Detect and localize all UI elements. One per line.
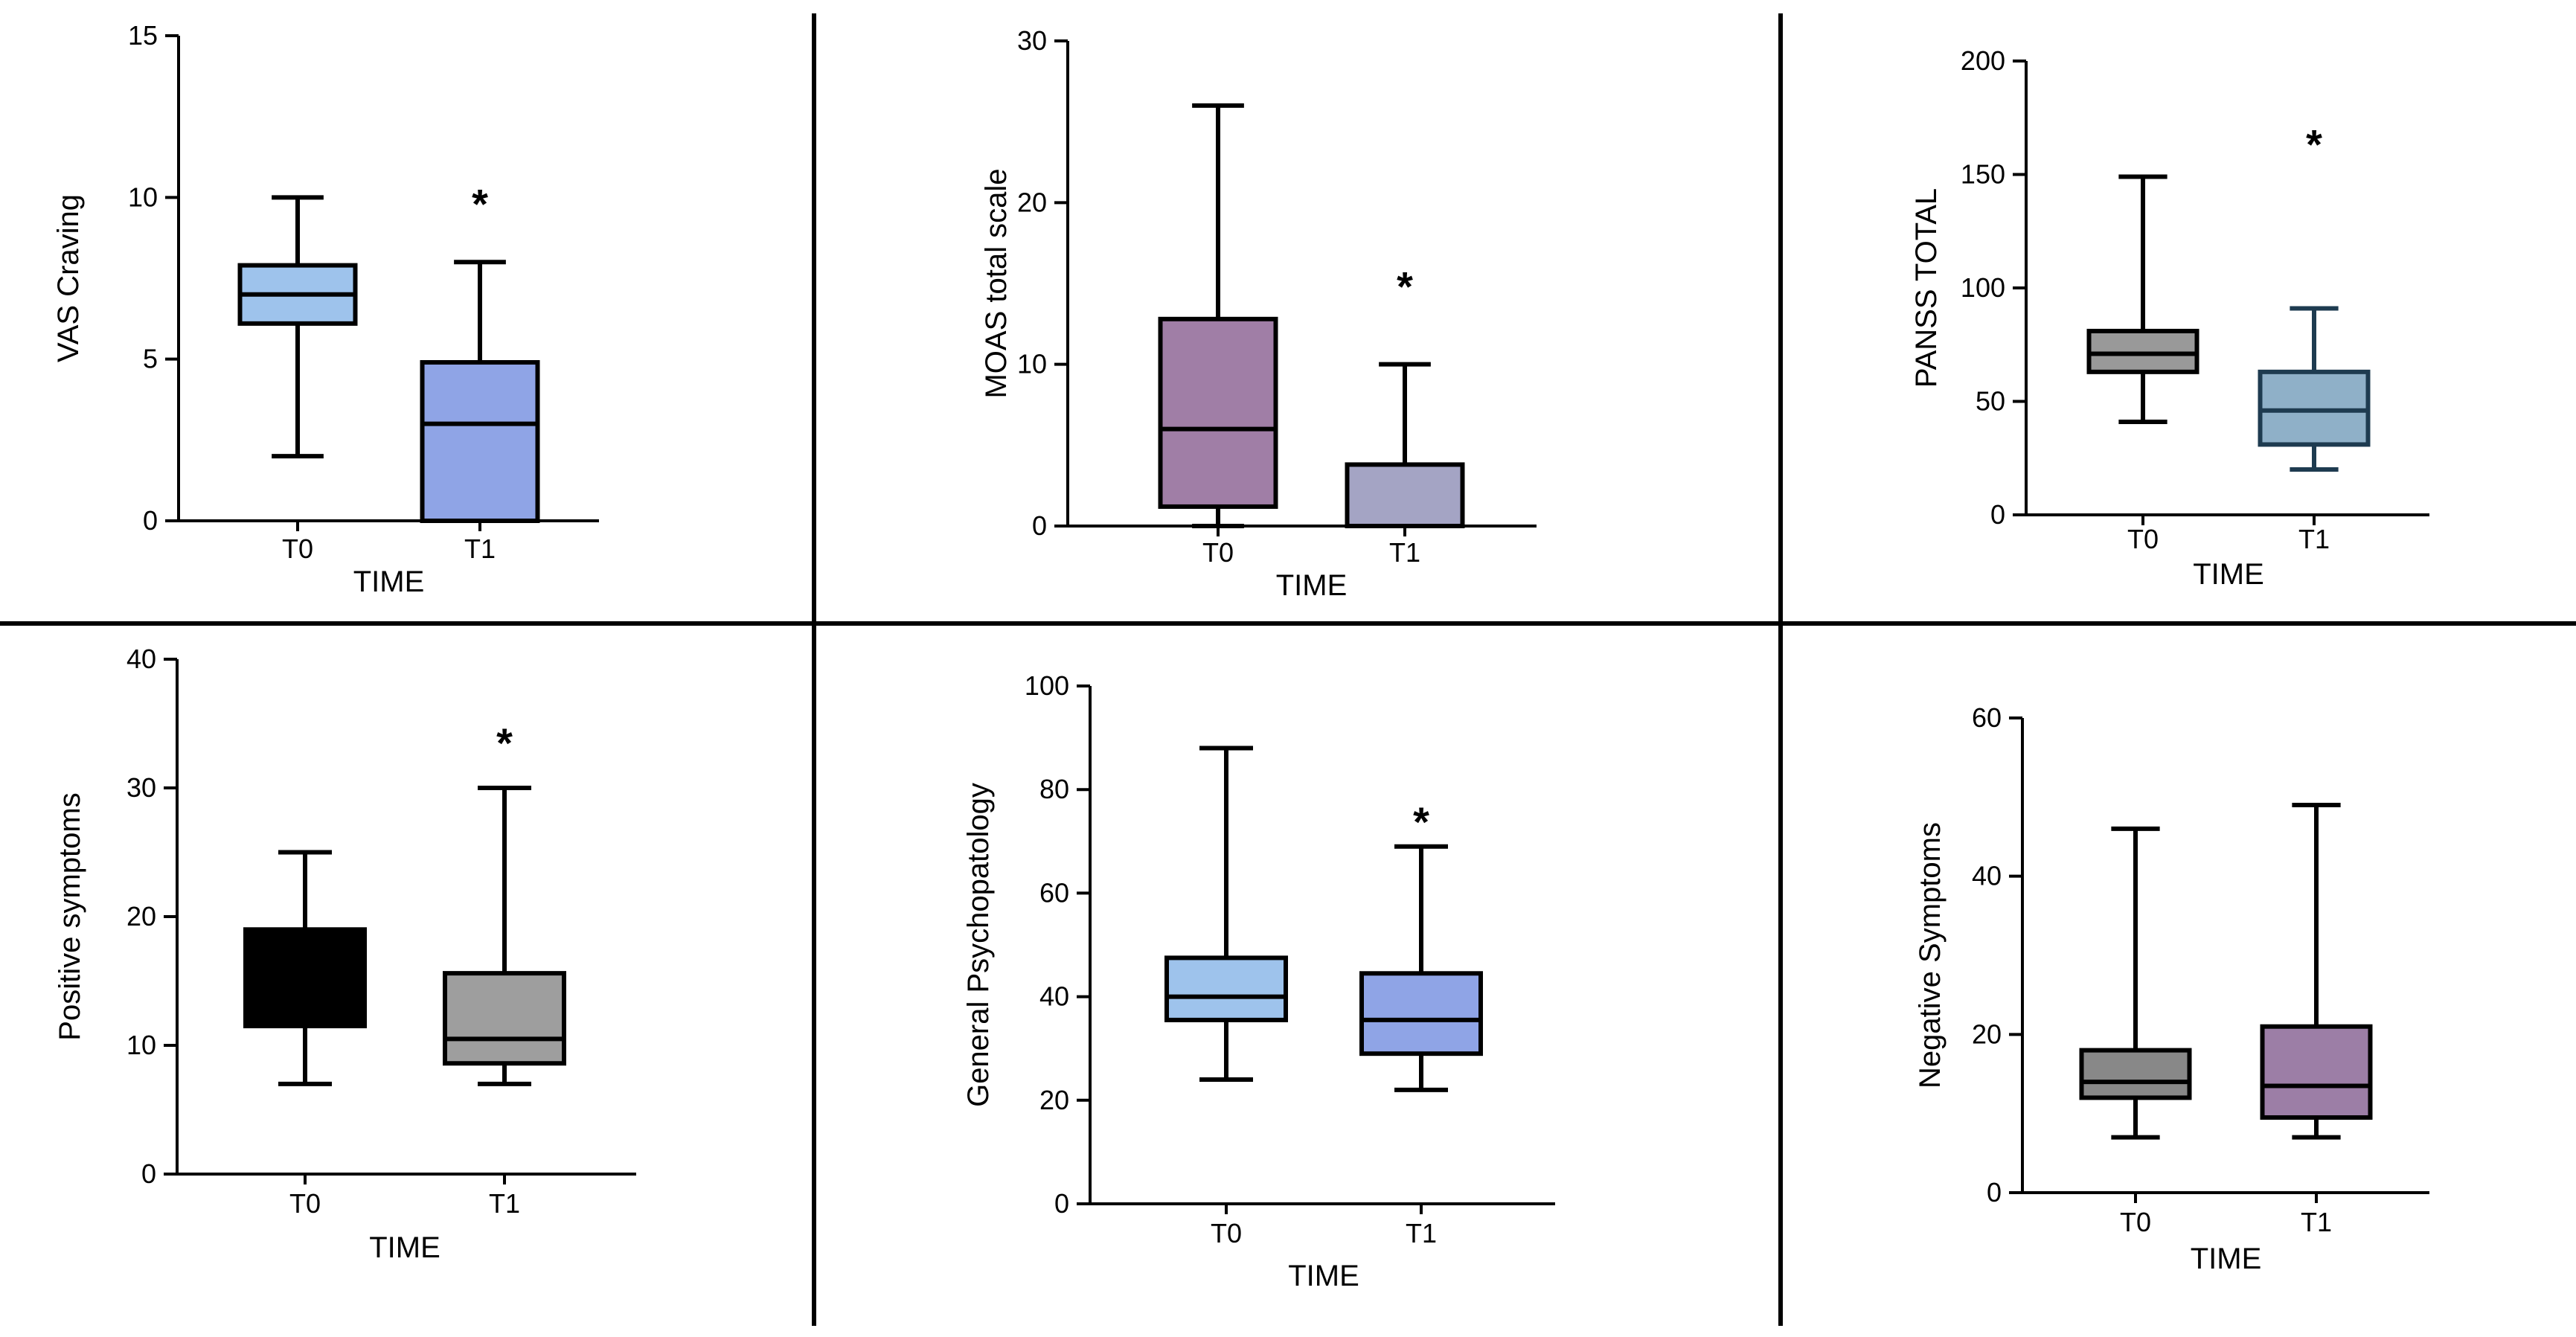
box-T1: [420, 360, 540, 523]
y-tick-label: 10: [128, 182, 158, 212]
box-T1: [2260, 1024, 2373, 1120]
box-T0: [1164, 955, 1288, 1022]
y-tick-label: 40: [1039, 981, 1069, 1012]
y-tick-label: 0: [1990, 499, 2005, 530]
x-axis-title: TIME: [2193, 558, 2264, 591]
chart-panel-4: 0 10 20 30 40 T0 T1 * TIME Positive symptoms: [54, 644, 636, 1264]
y-tick-label: 100: [1025, 670, 1069, 701]
chart-panel-6: 0 20 40 60 T0 T1 TIME Negative Symptoms: [1914, 702, 2429, 1275]
significance-marker: *: [496, 719, 513, 766]
x-axis-title: TIME: [1276, 569, 1348, 602]
x-tick-label: T0: [282, 533, 313, 564]
x-tick-label: T1: [464, 533, 496, 564]
box-T0: [243, 927, 367, 1029]
y-tick-label: 20: [1017, 187, 1047, 217]
box-T0: [2086, 328, 2199, 374]
significance-marker: *: [2306, 121, 2322, 168]
y-tick-label: 80: [1039, 774, 1069, 804]
significance-marker: *: [1413, 798, 1429, 845]
y-tick-label: 0: [1032, 510, 1047, 541]
y-tick-label: 200: [1961, 45, 2005, 76]
box-T0: [1158, 316, 1278, 509]
x-tick-label: T0: [289, 1188, 321, 1219]
box-T1: [1359, 971, 1483, 1057]
y-tick-label: 0: [141, 1158, 156, 1189]
y-tick-label: 30: [126, 772, 156, 803]
significance-marker: *: [1397, 263, 1413, 310]
chart-panel-5: 0 20 40 60 80 100 T0 T1 * TIME General Psychopatol…: [962, 670, 1555, 1292]
y-axis-title: PANSS TOTAL: [1910, 188, 1943, 388]
x-tick-label: T0: [1211, 1218, 1242, 1248]
chart-panel-3: 0 50 100 150 200 T0 T1 * TIME PANSS TOTAL: [1910, 45, 2429, 591]
x-tick-label: T0: [2127, 524, 2159, 554]
x-tick-label: T0: [1202, 537, 1234, 568]
y-tick-label: 0: [1987, 1177, 2002, 1208]
chart-panel-2: 0 10 20 30 T0 T1 * TIME MOAS total scale: [980, 25, 1537, 602]
x-axis-title: TIME: [369, 1231, 440, 1264]
y-axis-title: MOAS total scale: [980, 168, 1013, 398]
significance-marker: *: [472, 180, 488, 227]
x-axis-title: TIME: [1288, 1260, 1359, 1292]
x-tick-label: T1: [2298, 524, 2330, 554]
x-tick-label: T1: [1406, 1218, 1437, 1248]
y-axis-title: General Psychopatology: [962, 783, 995, 1107]
y-tick-label: 0: [143, 505, 158, 536]
y-tick-label: 20: [126, 901, 156, 932]
x-tick-label: T1: [2301, 1207, 2332, 1237]
x-axis-title: TIME: [353, 565, 425, 598]
y-tick-label: 60: [1972, 702, 2002, 733]
y-tick-label: 15: [128, 20, 158, 51]
box-T1: [2258, 369, 2371, 447]
y-tick-label: 100: [1961, 272, 2005, 303]
y-tick-label: 20: [1972, 1019, 2002, 1049]
y-tick-label: 40: [1972, 861, 2002, 891]
y-tick-label: 0: [1054, 1188, 1069, 1219]
y-tick-label: 40: [126, 644, 156, 674]
x-tick-label: T1: [489, 1188, 520, 1219]
y-tick-label: 60: [1039, 877, 1069, 908]
box-T1: [1345, 462, 1465, 528]
y-tick-label: 50: [1976, 386, 2005, 417]
chart-panel-1: 0 5 10 15 T0 T1 * TIME VAS Craving: [52, 20, 599, 598]
y-axis-title: Negative Symptoms: [1914, 822, 1947, 1088]
y-tick-label: 30: [1017, 25, 1047, 56]
y-tick-label: 150: [1961, 159, 2005, 190]
box-T1: [443, 971, 566, 1066]
y-tick-label: 5: [143, 344, 158, 374]
x-tick-label: T1: [1389, 537, 1420, 568]
y-tick-label: 10: [126, 1030, 156, 1060]
x-axis-title: TIME: [2191, 1243, 2262, 1275]
box-T0: [2079, 1048, 2192, 1100]
y-axis-title: Positive symptoms: [54, 792, 86, 1040]
y-axis-title: VAS Craving: [52, 194, 85, 362]
y-tick-label: 10: [1017, 349, 1047, 379]
x-tick-label: T0: [2120, 1207, 2151, 1237]
y-tick-label: 20: [1039, 1085, 1069, 1115]
